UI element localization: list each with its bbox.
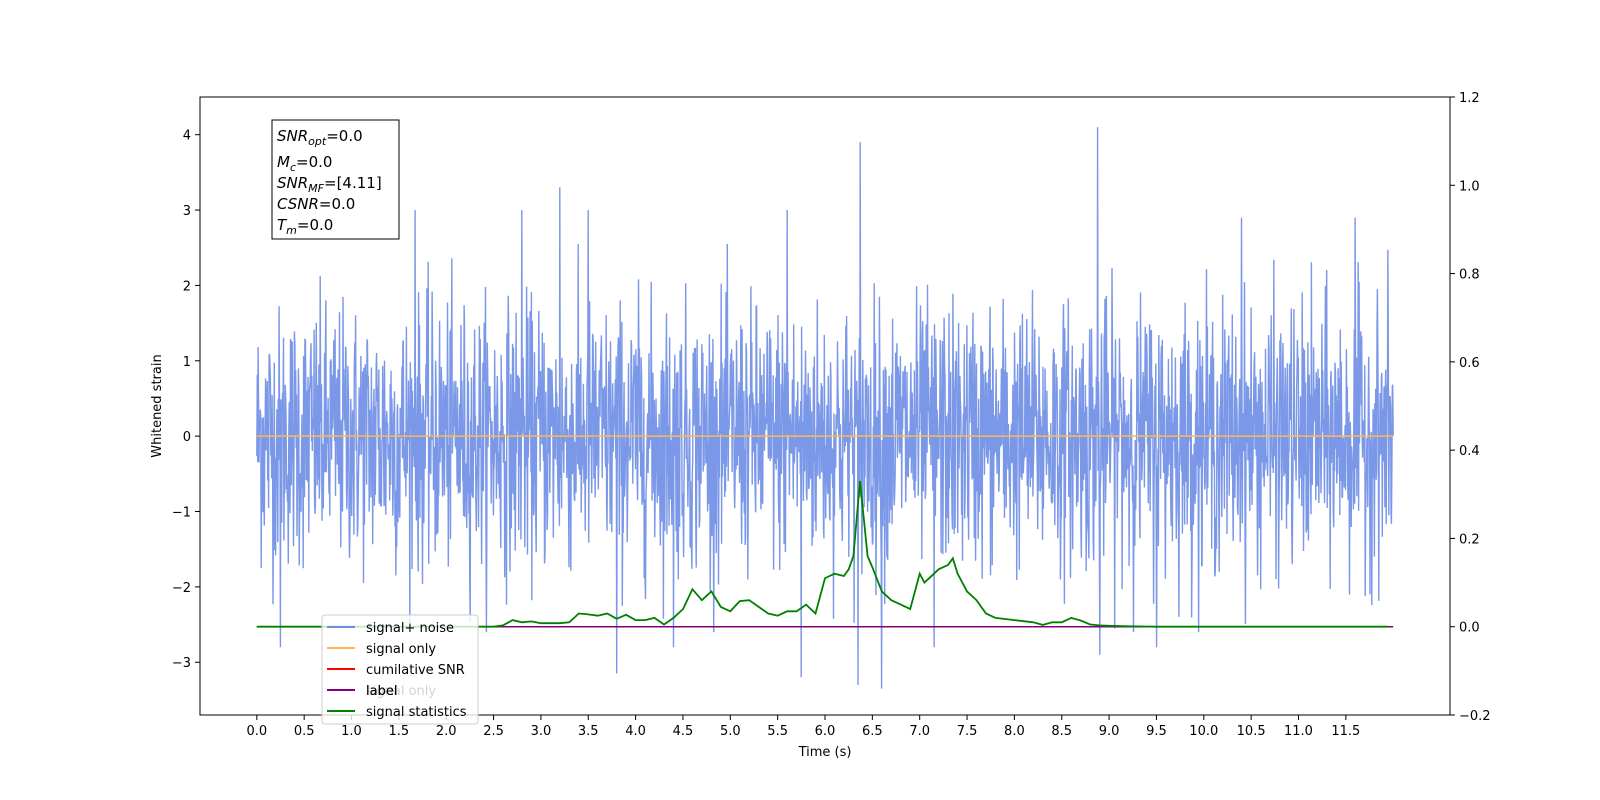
y2-tick-label: 0.8 bbox=[1459, 268, 1480, 283]
x-tick-label: 6.0 bbox=[815, 724, 836, 739]
x-tick-label: 8.0 bbox=[1004, 724, 1025, 739]
x-tick-label: 4.0 bbox=[625, 724, 646, 739]
x-tick-label: 3.5 bbox=[578, 724, 599, 739]
x-tick-label: 5.5 bbox=[767, 724, 788, 739]
info-line: SNRMF=[4.11] bbox=[277, 174, 382, 195]
legend-label: signal only bbox=[366, 642, 436, 657]
info-line: SNRopt=0.0 bbox=[277, 127, 363, 148]
y2-tick-label: 0.6 bbox=[1459, 356, 1480, 371]
legend-ghost-label: signal only bbox=[366, 684, 436, 699]
series-line-signal-statistics bbox=[256, 480, 1389, 628]
x-tick-label: 7.5 bbox=[957, 724, 978, 739]
y-tick-label: −2 bbox=[172, 581, 191, 596]
y-tick-label: 4 bbox=[183, 129, 191, 144]
x-tick-label: 7.0 bbox=[909, 724, 930, 739]
x-tick-label: 9.5 bbox=[1146, 724, 1167, 739]
y2-tick-label: −0.2 bbox=[1459, 709, 1491, 724]
legend-label: signal+ noise bbox=[366, 621, 454, 636]
x-tick-label: 2.5 bbox=[483, 724, 504, 739]
y-axis-right: −0.2 0.0 0.2 0.4 0.6 0.8 1.0 1.2 bbox=[1450, 91, 1491, 724]
legend-label-overlay: label bbox=[366, 684, 397, 699]
x-tick-label: 3.0 bbox=[531, 724, 552, 739]
legend-label: label bbox=[366, 684, 397, 699]
x-tick-label: 4.5 bbox=[673, 724, 694, 739]
legend-frame bbox=[321, 614, 479, 725]
x-tick-label: 6.5 bbox=[862, 724, 883, 739]
y-tick-label: 3 bbox=[183, 204, 191, 219]
x-tick-label: 10.5 bbox=[1237, 724, 1266, 739]
x-axis-label: Time (s) bbox=[798, 745, 852, 760]
x-tick-label: 11.0 bbox=[1284, 724, 1313, 739]
y2-tick-label: 0.4 bbox=[1459, 444, 1480, 459]
y-tick-label: −1 bbox=[172, 506, 191, 521]
signal-noise-series bbox=[256, 127, 1394, 689]
y2-tick-label: 0.2 bbox=[1459, 532, 1480, 547]
x-axis: 0.0 0.5 1.0 1.5 2.0 2.5 3.0 3.5 4.0 4.5 5.0 5.5 6.0 6… bbox=[246, 715, 1360, 739]
y2-tick-label: 1.0 bbox=[1459, 179, 1480, 194]
x-tick-label: 1.0 bbox=[341, 724, 362, 739]
x-tick-label: 1.5 bbox=[389, 724, 410, 739]
info-line: Tm=0.0 bbox=[277, 216, 333, 237]
x-tick-label: 8.5 bbox=[1051, 724, 1072, 739]
legend-label: signal statistics bbox=[366, 705, 467, 720]
y-tick-label: 1 bbox=[183, 355, 191, 370]
signal-noise-line bbox=[256, 127, 1394, 689]
x-tick-label: 11.5 bbox=[1331, 724, 1360, 739]
x-tick-label: 2.0 bbox=[436, 724, 457, 739]
x-tick-label: 0.0 bbox=[246, 724, 267, 739]
y2-tick-label: 0.0 bbox=[1459, 621, 1480, 636]
x-tick-label: 5.0 bbox=[720, 724, 741, 739]
y-tick-label: 0 bbox=[183, 430, 191, 445]
legend: signal+ noise signal only cumilative SNR la… bbox=[321, 614, 479, 725]
x-tick-label: 9.0 bbox=[1099, 724, 1120, 739]
legend-label: cumilative SNR bbox=[366, 663, 465, 678]
info-line: Mc=0.0 bbox=[277, 153, 332, 174]
x-tick-label: 10.0 bbox=[1189, 724, 1218, 739]
info-box-frame bbox=[271, 119, 400, 240]
y-tick-label: −3 bbox=[172, 656, 191, 671]
y-axis-label: Whitened strain bbox=[150, 354, 165, 457]
y-tick-label: 2 bbox=[183, 279, 191, 294]
y-axis-left: −3 −2 −1 0 1 2 3 4 bbox=[172, 129, 200, 671]
x-tick-label: 0.5 bbox=[294, 724, 315, 739]
y2-tick-label: 1.2 bbox=[1459, 91, 1480, 106]
info-line: CSNR=0.0 bbox=[277, 195, 355, 213]
